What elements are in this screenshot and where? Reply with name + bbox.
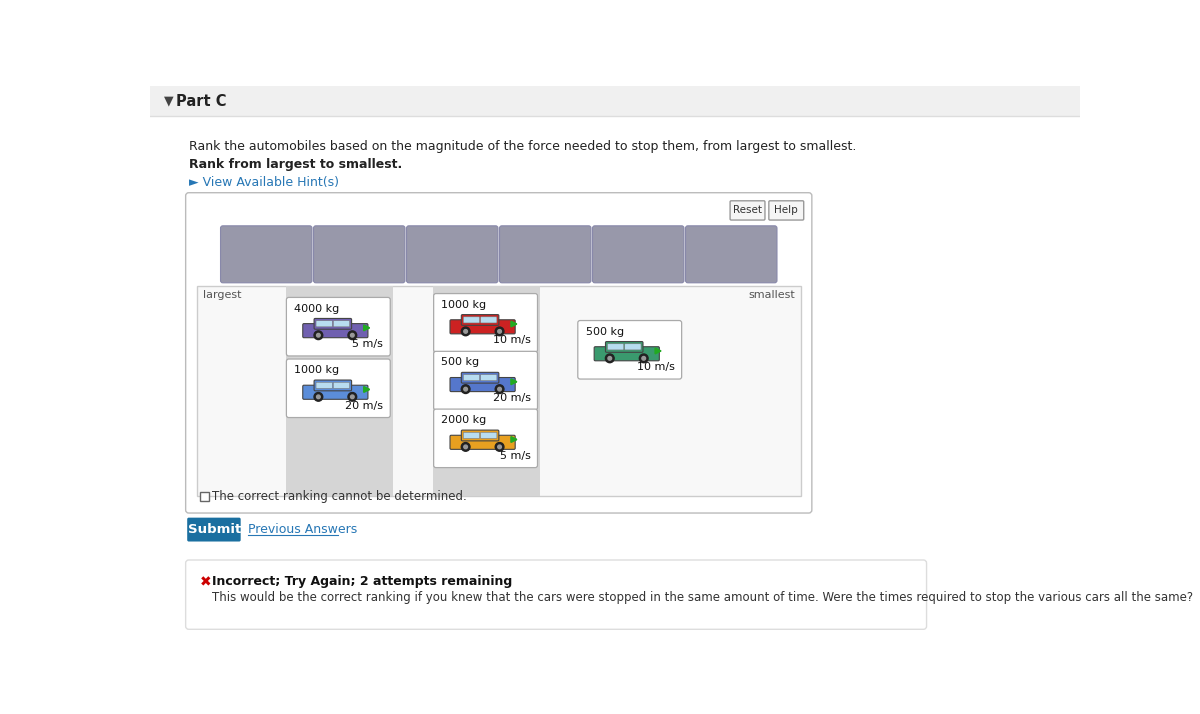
Circle shape <box>606 354 614 363</box>
Circle shape <box>608 356 612 360</box>
Circle shape <box>314 331 323 340</box>
Circle shape <box>350 395 354 398</box>
FancyBboxPatch shape <box>480 375 497 381</box>
Circle shape <box>496 327 504 336</box>
Circle shape <box>463 445 468 448</box>
Text: 500 kg: 500 kg <box>586 327 624 337</box>
Text: ► View Available Hint(s): ► View Available Hint(s) <box>188 176 338 188</box>
Circle shape <box>317 333 320 337</box>
FancyBboxPatch shape <box>450 436 515 449</box>
FancyBboxPatch shape <box>286 286 392 496</box>
Text: 4000 kg: 4000 kg <box>294 303 340 313</box>
FancyBboxPatch shape <box>480 432 497 438</box>
FancyBboxPatch shape <box>334 321 349 327</box>
FancyBboxPatch shape <box>433 409 538 468</box>
FancyBboxPatch shape <box>302 323 368 338</box>
Text: 20 m/s: 20 m/s <box>492 393 530 403</box>
FancyBboxPatch shape <box>499 226 590 283</box>
FancyBboxPatch shape <box>461 430 499 441</box>
Text: ▼: ▼ <box>164 94 174 108</box>
Circle shape <box>496 443 504 451</box>
FancyBboxPatch shape <box>221 226 312 283</box>
Circle shape <box>461 327 470 336</box>
Text: 2000 kg: 2000 kg <box>442 416 487 426</box>
FancyBboxPatch shape <box>593 226 684 283</box>
FancyBboxPatch shape <box>433 293 538 352</box>
Circle shape <box>314 393 323 401</box>
FancyBboxPatch shape <box>433 286 540 496</box>
Text: The correct ranking cannot be determined.: The correct ranking cannot be determined… <box>212 491 467 503</box>
FancyBboxPatch shape <box>594 347 659 361</box>
FancyBboxPatch shape <box>450 320 515 334</box>
FancyBboxPatch shape <box>625 343 641 350</box>
FancyBboxPatch shape <box>407 226 498 283</box>
FancyBboxPatch shape <box>200 492 209 501</box>
Text: 500 kg: 500 kg <box>442 358 480 368</box>
FancyBboxPatch shape <box>480 317 497 323</box>
FancyBboxPatch shape <box>150 86 1080 116</box>
FancyBboxPatch shape <box>186 560 926 629</box>
FancyBboxPatch shape <box>461 372 499 383</box>
Text: 1000 kg: 1000 kg <box>442 300 486 310</box>
FancyBboxPatch shape <box>314 318 352 329</box>
Circle shape <box>348 393 356 401</box>
Text: 5 m/s: 5 m/s <box>353 339 383 349</box>
Circle shape <box>461 443 470 451</box>
FancyBboxPatch shape <box>187 518 241 541</box>
FancyBboxPatch shape <box>316 382 332 388</box>
FancyBboxPatch shape <box>287 298 390 356</box>
Circle shape <box>463 387 468 391</box>
FancyBboxPatch shape <box>314 380 352 391</box>
Text: This would be the correct ranking if you knew that the cars were stopped in the : This would be the correct ranking if you… <box>212 590 1193 604</box>
Circle shape <box>463 330 468 333</box>
FancyBboxPatch shape <box>287 359 390 418</box>
Circle shape <box>498 330 502 333</box>
FancyBboxPatch shape <box>316 321 332 327</box>
Text: Incorrect; Try Again; 2 attempts remaining: Incorrect; Try Again; 2 attempts remaini… <box>212 575 512 588</box>
Circle shape <box>498 387 502 391</box>
Text: Rank from largest to smallest.: Rank from largest to smallest. <box>188 158 402 171</box>
Text: Rank the automobiles based on the magnitude of the force needed to stop them, fr: Rank the automobiles based on the magnit… <box>188 141 856 154</box>
FancyBboxPatch shape <box>302 386 368 399</box>
FancyBboxPatch shape <box>461 315 499 326</box>
FancyBboxPatch shape <box>730 201 764 220</box>
FancyBboxPatch shape <box>606 341 643 352</box>
Circle shape <box>496 385 504 393</box>
FancyBboxPatch shape <box>463 375 480 381</box>
Text: 20 m/s: 20 m/s <box>346 401 383 411</box>
Circle shape <box>642 356 646 360</box>
Text: 5 m/s: 5 m/s <box>499 451 530 461</box>
Circle shape <box>350 333 354 337</box>
FancyBboxPatch shape <box>463 317 480 323</box>
FancyBboxPatch shape <box>463 432 480 438</box>
Text: Submit: Submit <box>187 523 241 536</box>
FancyBboxPatch shape <box>769 201 804 220</box>
FancyBboxPatch shape <box>450 378 515 391</box>
FancyBboxPatch shape <box>433 351 538 410</box>
Text: 10 m/s: 10 m/s <box>493 335 530 345</box>
FancyBboxPatch shape <box>578 321 682 379</box>
Circle shape <box>461 385 470 393</box>
FancyBboxPatch shape <box>186 193 812 513</box>
Text: Part C: Part C <box>175 94 226 109</box>
FancyBboxPatch shape <box>685 226 776 283</box>
Circle shape <box>317 395 320 398</box>
Text: ✖: ✖ <box>199 575 211 589</box>
Text: Previous Answers: Previous Answers <box>248 523 358 536</box>
Circle shape <box>640 354 648 363</box>
Text: largest: largest <box>203 291 241 301</box>
FancyBboxPatch shape <box>197 286 802 496</box>
Text: Reset: Reset <box>733 206 762 216</box>
Text: Help: Help <box>774 206 798 216</box>
FancyBboxPatch shape <box>313 226 404 283</box>
Text: 1000 kg: 1000 kg <box>294 365 340 375</box>
Circle shape <box>348 331 356 340</box>
FancyBboxPatch shape <box>334 382 349 388</box>
FancyBboxPatch shape <box>150 86 1080 635</box>
Circle shape <box>498 445 502 448</box>
Text: smallest: smallest <box>748 291 794 301</box>
FancyBboxPatch shape <box>607 343 624 350</box>
Text: 10 m/s: 10 m/s <box>637 362 674 372</box>
